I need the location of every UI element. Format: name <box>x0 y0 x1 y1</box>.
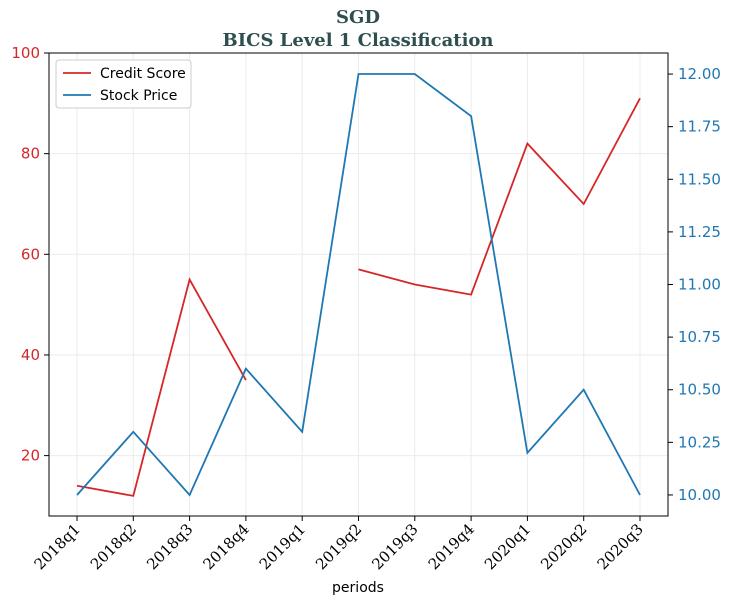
x-tick-label: 2019q4 <box>425 520 478 573</box>
x-tick-label: 2018q3 <box>143 520 196 573</box>
x-tick-label: 2018q2 <box>87 520 140 573</box>
legend-label-credit-score: Credit Score <box>100 66 186 82</box>
left-tick-label: 60 <box>21 245 40 263</box>
chart-title: SGD <box>336 7 380 28</box>
right-tick-label: 12.00 <box>678 65 721 83</box>
right-tick-label: 11.25 <box>678 223 721 241</box>
left-tick-label: 40 <box>21 346 40 364</box>
series-line-credit-score <box>76 277 247 497</box>
left-tick-label: 20 <box>21 447 40 465</box>
x-tick-label: 2018q4 <box>199 520 252 573</box>
right-tick-label: 10.00 <box>678 486 721 504</box>
x-axis-label: periods <box>332 580 384 596</box>
series-lines <box>76 73 641 497</box>
left-tick-label: 80 <box>21 145 40 163</box>
left-tick-label: 100 <box>11 44 40 62</box>
right-tick-label: 11.75 <box>678 118 721 136</box>
legend-label-stock-price: Stock Price <box>100 88 177 104</box>
right-tick-label: 10.50 <box>678 381 721 399</box>
right-tick-label: 11.50 <box>678 170 721 188</box>
legend: Credit Score Stock Price <box>55 59 192 109</box>
x-tick-label: 2019q3 <box>368 520 421 573</box>
series-line-stock-price <box>76 73 641 497</box>
series-line-credit-score <box>358 97 641 296</box>
x-tick-label: 2020q2 <box>537 520 590 573</box>
right-tick-label: 10.75 <box>678 328 721 346</box>
x-tick-label: 2019q1 <box>256 520 309 573</box>
right-tick-label: 11.00 <box>678 276 721 294</box>
x-tick-label: 2018q1 <box>31 520 84 573</box>
legend-box <box>55 59 192 109</box>
x-tick-label: 2020q3 <box>594 520 647 573</box>
chart-subtitle: BICS Level 1 Classification <box>222 30 493 51</box>
x-tick-label: 2020q1 <box>481 520 534 573</box>
grid <box>49 52 668 516</box>
x-tick-label: 2019q2 <box>312 520 365 573</box>
right-tick-label: 10.25 <box>678 433 721 451</box>
